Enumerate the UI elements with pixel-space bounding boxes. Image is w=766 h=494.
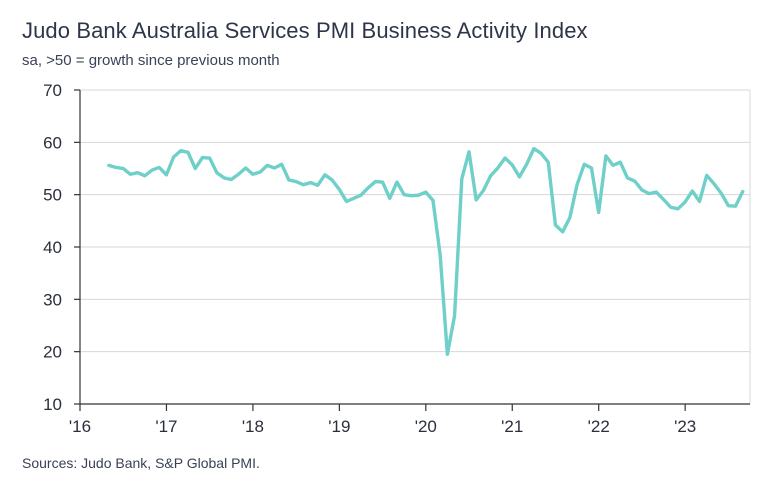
x-tick-label-2023: '23 (674, 417, 696, 436)
axes (74, 89, 750, 411)
y-tick-label-50: 50 (43, 186, 62, 205)
source-note: Sources: Judo Bank, S&P Global PMI. (22, 455, 260, 471)
series-layer (107, 146, 745, 356)
y-tick-label-10: 10 (43, 395, 62, 414)
series-line-0 (107, 146, 745, 356)
y-tick-label-70: 70 (43, 81, 62, 100)
chart-subtitle: sa, >50 = growth since previous month (22, 52, 280, 69)
y-tick-label-20: 20 (43, 343, 62, 362)
chart-title: Judo Bank Australia Services PMI Busines… (22, 18, 588, 43)
x-tick-label-2019: '19 (328, 417, 350, 436)
y-tick-label-60: 60 (43, 133, 62, 152)
x-tick-label-2022: '22 (588, 417, 610, 436)
tick-labels: 10 20 30 40 50 60 70 '16 '17 '18 '19 '20 '21 '22 '23 (43, 81, 696, 436)
y-tick-label-30: 30 (43, 290, 62, 309)
x-tick-label-2018: '18 (242, 417, 264, 436)
x-tick-label-2017: '17 (155, 417, 177, 436)
y-tick-label-40: 40 (43, 238, 62, 257)
gridlines (80, 89, 751, 404)
x-tick-label-2021: '21 (501, 417, 523, 436)
x-tick-label-2020: '20 (415, 417, 437, 436)
x-tick-label-2016: '16 (69, 417, 91, 436)
